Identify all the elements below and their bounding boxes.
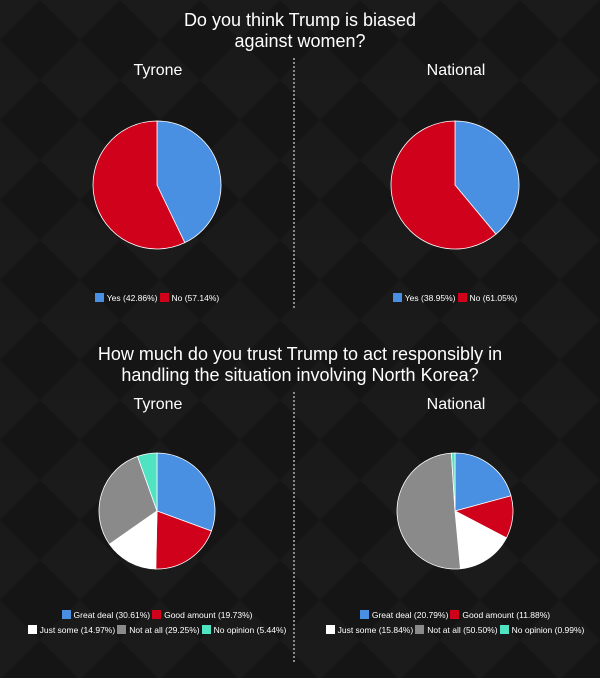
divider-bottom bbox=[293, 392, 295, 662]
question-1-line-2: against women? bbox=[234, 31, 366, 51]
pie-chart-tyrone-north-korea bbox=[98, 452, 216, 570]
pie-slice-just-some bbox=[454, 510, 507, 570]
legend-tyrone-bias: Yes (42.86%) No (57.14%) bbox=[7, 291, 307, 306]
legend-swatch bbox=[359, 610, 369, 619]
legend-item-great-deal[interactable]: Great deal (30.61%) bbox=[61, 608, 151, 623]
legend-swatch bbox=[159, 293, 169, 302]
pie-slice-yes bbox=[454, 120, 520, 235]
question-2-title: How much do you trust Trump to act respo… bbox=[0, 344, 600, 386]
pie-slice-not-at-all bbox=[98, 455, 158, 545]
divider-top bbox=[293, 58, 295, 308]
legend-label: Great deal (20.79%) bbox=[371, 610, 449, 620]
legend-row: Just some (14.97%) Not at all (29.25%) No … bbox=[7, 623, 307, 638]
chart-4-title: National bbox=[426, 396, 486, 413]
legend-swatch bbox=[117, 625, 127, 634]
legend-swatch bbox=[450, 610, 460, 619]
question-1-title: Do you think Trump is biased against wom… bbox=[0, 10, 600, 52]
chart-3-title: Tyrone bbox=[133, 396, 183, 413]
pie-slice-no-opinion bbox=[137, 452, 158, 512]
legend-label: No (57.14%) bbox=[171, 293, 220, 303]
legend-row: Yes (38.95%) No (61.05%) bbox=[305, 291, 600, 306]
legend-item-yes[interactable]: Yes (42.86%) bbox=[94, 291, 158, 306]
legend-item-great-deal[interactable]: Great deal (20.79%) bbox=[359, 608, 449, 623]
legend-label: No opinion (0.99%) bbox=[511, 625, 585, 635]
pie-slice-no-opinion bbox=[450, 452, 456, 512]
legend-item-good-amount[interactable]: Good amount (19.73%) bbox=[152, 608, 252, 623]
pie-slice-yes bbox=[156, 120, 222, 244]
legend-label: Yes (38.95%) bbox=[404, 293, 456, 303]
legend-item-not-at-all[interactable]: Not at all (50.50%) bbox=[415, 623, 498, 638]
legend-row: Great deal (20.79%) Good amount (11.88%) bbox=[305, 608, 600, 623]
pie-slice-not-at-all bbox=[396, 452, 461, 570]
legend-swatch bbox=[152, 610, 162, 619]
legend-item-no[interactable]: No (57.14%) bbox=[159, 291, 220, 306]
pie-slice-great-deal bbox=[454, 452, 512, 512]
legend-swatch bbox=[415, 625, 425, 634]
pie-chart-national-bias bbox=[390, 120, 520, 250]
legend-label: Not at all (29.25%) bbox=[129, 625, 200, 635]
legend-item-no[interactable]: No (61.05%) bbox=[457, 291, 518, 306]
legend-label: Just some (15.84%) bbox=[337, 625, 414, 635]
question-2-line-1: How much do you trust Trump to act respo… bbox=[97, 344, 503, 364]
pie-slice-no bbox=[390, 120, 497, 250]
legend-label: Good amount (19.73%) bbox=[164, 610, 253, 620]
legend-item-just-some[interactable]: Just some (14.97%) bbox=[27, 623, 116, 638]
legend-swatch bbox=[392, 293, 402, 302]
legend-row: Yes (42.86%) No (57.14%) bbox=[7, 291, 307, 306]
legend-item-just-some[interactable]: Just some (15.84%) bbox=[325, 623, 414, 638]
legend-swatch bbox=[94, 293, 104, 302]
legend-swatch bbox=[325, 625, 335, 634]
legend-swatch bbox=[27, 625, 37, 634]
legend-item-not-at-all[interactable]: Not at all (29.25%) bbox=[117, 623, 200, 638]
question-2-line-2: handling the situation involving North K… bbox=[121, 365, 479, 385]
pie-chart-national-north-korea bbox=[396, 452, 514, 570]
pie-slice-no bbox=[92, 120, 186, 250]
legend-row: Great deal (30.61%) Good amount (19.73%) bbox=[7, 608, 307, 623]
legend-label: No (61.05%) bbox=[469, 293, 518, 303]
legend-label: Not at all (50.50%) bbox=[427, 625, 498, 635]
legend-swatch bbox=[457, 293, 467, 302]
chart-1-title: Tyrone bbox=[133, 62, 183, 79]
pie-slice-good-amount bbox=[155, 510, 212, 570]
legend-item-no-opinion[interactable]: No opinion (0.99%) bbox=[499, 623, 585, 638]
legend-label: No opinion (5.44%) bbox=[213, 625, 287, 635]
pie-slice-just-some bbox=[108, 510, 158, 570]
pie-slice-great-deal bbox=[156, 452, 216, 532]
legend-label: Good amount (11.88%) bbox=[462, 610, 551, 620]
legend-label: Yes (42.86%) bbox=[106, 293, 158, 303]
legend-item-good-amount[interactable]: Good amount (11.88%) bbox=[450, 608, 550, 623]
legend-item-yes[interactable]: Yes (38.95%) bbox=[392, 291, 456, 306]
pie-chart-tyrone-bias bbox=[92, 120, 222, 250]
legend-label: Just some (14.97%) bbox=[39, 625, 116, 635]
legend-label: Great deal (30.61%) bbox=[73, 610, 151, 620]
legend-national-north-korea: Great deal (20.79%) Good amount (11.88%) J… bbox=[305, 608, 600, 638]
legend-row: Just some (15.84%) Not at all (50.50%) No … bbox=[305, 623, 600, 638]
legend-swatch bbox=[201, 625, 211, 634]
legend-tyrone-north-korea: Great deal (30.61%) Good amount (19.73%) J… bbox=[7, 608, 307, 638]
legend-swatch bbox=[61, 610, 71, 619]
legend-item-no-opinion[interactable]: No opinion (5.44%) bbox=[201, 623, 287, 638]
chart-2-title: National bbox=[426, 62, 486, 79]
legend-swatch bbox=[499, 625, 509, 634]
legend-national-bias: Yes (38.95%) No (61.05%) bbox=[305, 291, 600, 306]
question-1-line-1: Do you think Trump is biased bbox=[183, 10, 417, 30]
